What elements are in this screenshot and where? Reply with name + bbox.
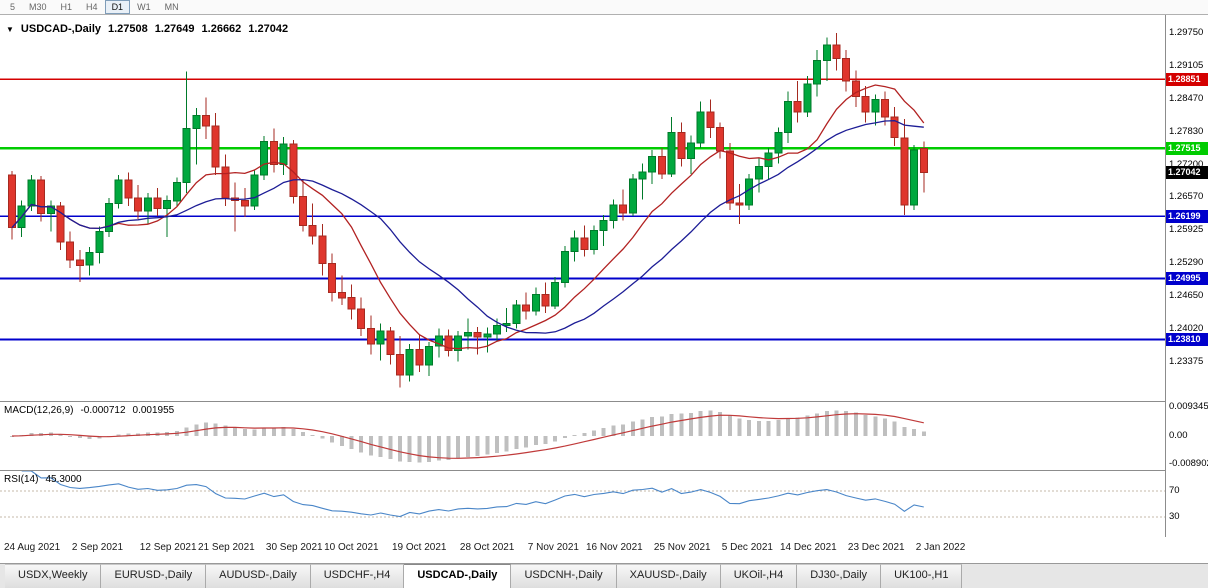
price-scale[interactable]: 1.29750 1.29105 1.28470 1.27830 1.27200 1.265… <box>1165 15 1208 537</box>
level-price-tag: 1.26199 <box>1166 209 1208 223</box>
macd-value-signal: 0.001955 <box>132 405 175 416</box>
chart-tabbar: USDX,Weekly EURUSD-,Daily AUDUSD-,Daily USD… <box>0 563 1208 588</box>
macd-value-main: -0.000712 <box>80 405 126 416</box>
symbol-name: USDCAD-,Daily <box>20 23 101 35</box>
ohlc-high: 1.27649 <box>154 23 195 35</box>
price-axis-label: 1.25290 <box>1169 257 1204 269</box>
timeframe-button-h4[interactable]: H4 <box>86 2 98 12</box>
price-axis-label: 1.26570 <box>1169 191 1204 203</box>
current-price-tag: 1.27042 <box>1166 166 1208 180</box>
tab-usdx-weekly[interactable]: USDX,Weekly <box>5 564 102 588</box>
ohlc-close: 1.27042 <box>248 23 289 35</box>
macd-pane[interactable]: MACD(12,26,9) -0.000712 0.001955 <box>0 402 1165 470</box>
rsi-axis-label: 30 <box>1169 511 1180 523</box>
date-axis-label: 7 Nov 2021 <box>527 542 579 553</box>
date-axis-label: 28 Oct 2021 <box>459 542 515 553</box>
rsi-pane[interactable]: RSI(14) 45.3000 <box>0 471 1165 537</box>
price-axis-label: 1.24020 <box>1169 322 1204 334</box>
timeframe-button-mn[interactable]: MN <box>164 2 179 12</box>
price-axis-label: 1.24650 <box>1169 290 1204 302</box>
collapse-icon[interactable]: ▼ <box>6 24 14 34</box>
time-scale[interactable]: 24 Aug 2021 2 Sep 2021 12 Sep 2021 21 Sep 2… <box>0 537 1208 563</box>
date-axis-label: 10 Oct 2021 <box>324 542 379 553</box>
pane-resize-handle[interactable] <box>0 401 1208 402</box>
timeframe-button-5[interactable]: 5 <box>10 2 16 12</box>
date-axis-label: 14 Dec 2021 <box>780 542 837 553</box>
price-axis-label: 1.29105 <box>1169 60 1204 72</box>
price-axis-label: 1.29750 <box>1169 27 1204 38</box>
date-axis-label: 19 Oct 2021 <box>392 542 447 553</box>
price-pane[interactable]: ▼ USDCAD-,Daily 1.27508 1.27649 1.26662 … <box>0 15 1165 401</box>
date-axis-label: 5 Dec 2021 <box>721 542 773 553</box>
timeframe-button-d1[interactable]: D1 <box>104 0 131 14</box>
tab-audusd-daily[interactable]: AUDUSD-,Daily <box>206 564 311 588</box>
rsi-chart <box>0 471 1165 537</box>
level-price-tag: 1.23810 <box>1166 333 1208 347</box>
date-axis-label: 2 Jan 2022 <box>915 542 966 553</box>
rsi-axis-label: 70 <box>1169 484 1180 496</box>
rsi-name: RSI(14) <box>4 474 39 485</box>
tab-usdchf-h4[interactable]: USDCHF-,H4 <box>310 564 405 588</box>
tab-usdcad-daily[interactable]: USDCAD-,Daily <box>404 564 512 588</box>
price-axis-label: 1.25925 <box>1169 224 1204 236</box>
tab-usdcnh-daily[interactable]: USDCNH-,Daily <box>511 564 617 588</box>
timeframe-button-m30[interactable]: M30 <box>29 2 47 12</box>
timeframe-button-h1[interactable]: H1 <box>60 2 73 12</box>
tab-xauusd-daily[interactable]: XAUUSD-,Daily <box>616 564 721 588</box>
macd-axis-label: -0.008902 <box>1169 457 1208 469</box>
timeframe-button-w1[interactable]: W1 <box>137 2 151 12</box>
tab-eurusd-daily[interactable]: EURUSD-,Daily <box>101 564 207 588</box>
level-price-tag: 1.27515 <box>1166 141 1208 155</box>
level-price-tag: 1.28851 <box>1166 72 1208 86</box>
tab-uk100-h1[interactable]: UK100-,H1 <box>881 564 963 588</box>
candlestick-chart[interactable] <box>0 15 1165 401</box>
date-axis-label: 2 Sep 2021 <box>71 542 124 553</box>
price-axis-label: 1.27830 <box>1169 126 1204 138</box>
price-axis-label: 1.27200 <box>1169 158 1204 170</box>
macd-name: MACD(12,26,9) <box>4 405 74 416</box>
date-axis-label: 23 Dec 2021 <box>847 542 905 553</box>
price-axis-label: 1.23375 <box>1169 356 1204 367</box>
macd-chart <box>0 402 1165 470</box>
ohlc-low: 1.26662 <box>201 23 242 35</box>
pane-resize-handle[interactable] <box>0 470 1208 471</box>
date-axis-label: 25 Nov 2021 <box>653 542 711 553</box>
date-axis-label: 16 Nov 2021 <box>586 542 643 553</box>
tab-dj30-daily[interactable]: DJ30-,Daily <box>797 564 882 588</box>
date-axis-label: 24 Aug 2021 <box>4 542 61 553</box>
date-axis-label: 30 Sep 2021 <box>265 542 323 553</box>
macd-axis-label: 0.009345 <box>1169 401 1208 412</box>
chart-area: ▼ USDCAD-,Daily 1.27508 1.27649 1.26662 … <box>0 15 1208 537</box>
timeframe-toolbar: 5 M30 H1 H4 D1 W1 MN <box>0 0 1208 15</box>
macd-label: MACD(12,26,9) -0.000712 0.001955 <box>4 405 174 416</box>
macd-axis-label: 0.00 <box>1169 430 1188 441</box>
rsi-value: 45.3000 <box>45 474 82 485</box>
symbol-header: ▼ USDCAD-,Daily 1.27508 1.27649 1.26662 … <box>6 23 288 35</box>
ohlc-open: 1.27508 <box>108 23 148 35</box>
price-axis-label: 1.28470 <box>1169 93 1204 105</box>
date-axis-label: 12 Sep 2021 <box>139 542 197 553</box>
date-axis-label: 21 Sep 2021 <box>198 542 255 553</box>
level-price-tag: 1.24995 <box>1166 271 1208 285</box>
tab-ukoil-h4[interactable]: UKOil-,H4 <box>720 564 798 588</box>
rsi-label: RSI(14) 45.3000 <box>4 474 82 485</box>
